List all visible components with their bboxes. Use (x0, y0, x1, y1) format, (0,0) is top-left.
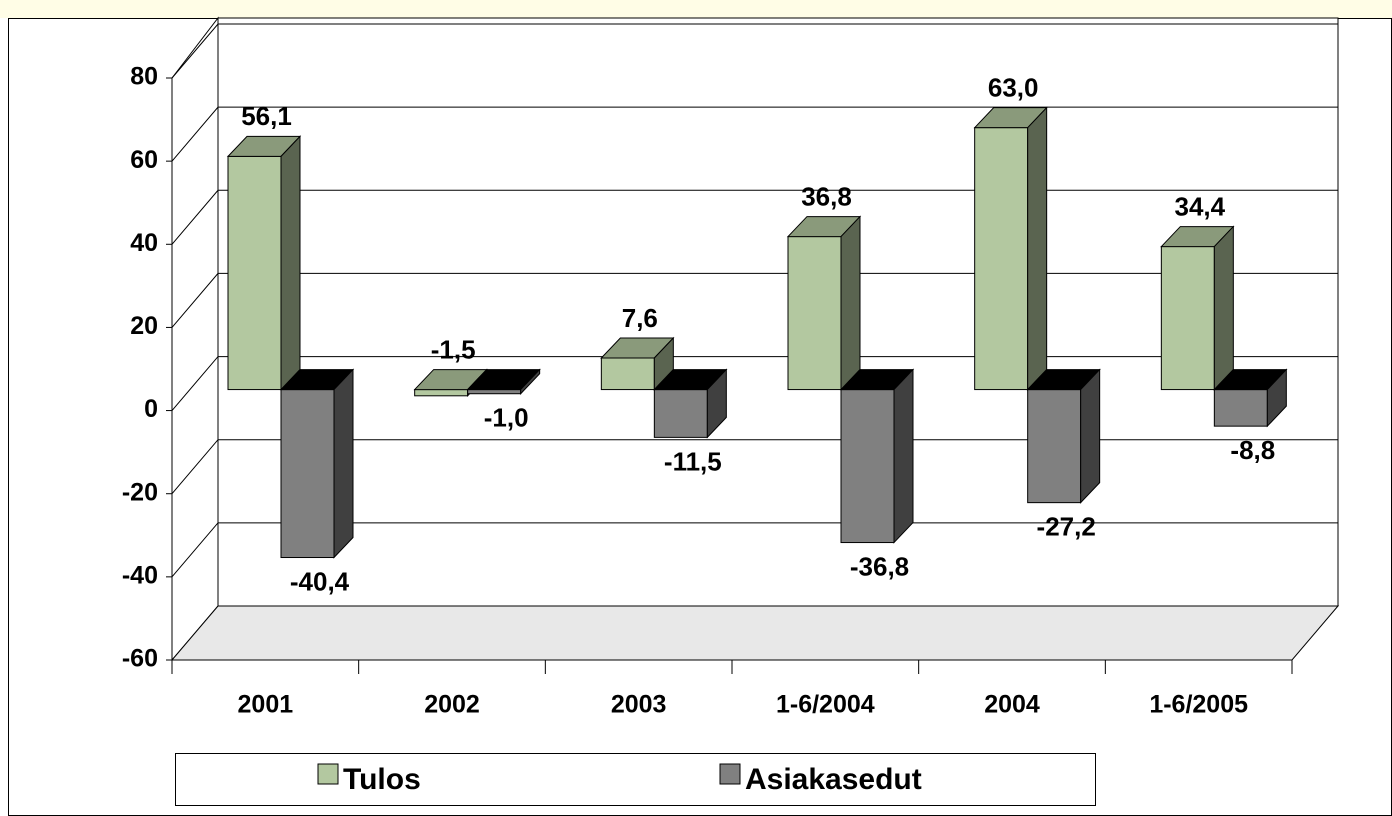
grid-line (171, 356, 1338, 411)
grid-line (171, 439, 1338, 495)
bar-side (333, 368, 354, 559)
bar-front (280, 389, 335, 559)
bar-front (1027, 389, 1082, 504)
x-tick-label: 2002 (424, 691, 480, 719)
grid-line (171, 522, 1338, 578)
bar-side (840, 215, 861, 391)
legend-swatch (719, 763, 741, 785)
data-label: -40,4 (290, 566, 350, 596)
y-tick-label: 20 (130, 312, 158, 340)
data-label: -1,0 (484, 403, 529, 433)
bar-front (1213, 389, 1268, 427)
x-tick-label: 1-6/2004 (776, 691, 875, 719)
data-label: -27,2 (1037, 512, 1096, 542)
grid-line (171, 106, 1338, 162)
bar-front (600, 357, 655, 391)
bar (973, 106, 1048, 391)
bar (1160, 225, 1235, 391)
grid-line (171, 189, 1338, 245)
data-label: 36,8 (801, 181, 852, 211)
y-tick-label: -60 (122, 645, 158, 673)
x-tick-label: 2001 (238, 691, 294, 719)
data-label: -11,5 (664, 446, 722, 476)
bar-side (1080, 368, 1101, 504)
data-label: 34,4 (1175, 191, 1226, 221)
left-wall (171, 16, 219, 662)
legend-label: Tulos (343, 763, 421, 796)
y-tick-label: 40 (130, 229, 158, 257)
bar-side (1027, 106, 1048, 391)
bar-front (227, 155, 282, 391)
bar (600, 336, 675, 391)
data-label: 63,0 (988, 73, 1039, 103)
bar (226, 135, 302, 391)
y-tick-label: -20 (122, 478, 158, 506)
bar (786, 215, 862, 391)
bar (466, 368, 541, 395)
bar-side (520, 368, 541, 395)
bar-front (974, 127, 1029, 391)
bar-side (893, 368, 914, 544)
bar (1213, 368, 1288, 428)
top-strip (0, 0, 1392, 18)
y-tick-label: 0 (144, 395, 158, 423)
legend-box (175, 753, 1096, 806)
bar-side (1266, 368, 1287, 428)
y-tick-label: 60 (130, 146, 158, 174)
bar-side (706, 368, 727, 439)
bar-front (787, 236, 842, 391)
legend-label: Asiakasedut (745, 763, 922, 796)
bar (1026, 368, 1101, 504)
y-tick-label: 80 (130, 63, 158, 91)
grid-line (171, 23, 1338, 79)
data-label: 7,6 (622, 303, 658, 333)
x-tick-label: 1-6/2005 (1149, 691, 1248, 719)
x-tick-label: 2004 (984, 691, 1040, 719)
data-label: -8,8 (1230, 435, 1275, 465)
bar-front (414, 389, 469, 397)
bar-front (653, 389, 708, 438)
bar (279, 368, 355, 559)
bar-side (280, 135, 301, 391)
floor (170, 605, 1340, 661)
bar (839, 368, 915, 544)
bar-front (467, 389, 522, 395)
bar-front (840, 389, 895, 544)
data-label: -1,5 (431, 334, 476, 364)
data-label: 56,1 (241, 101, 292, 131)
bar-side (1213, 225, 1234, 391)
y-tick-label: -40 (122, 561, 158, 589)
bar-front (1160, 246, 1215, 391)
x-tick-label: 2003 (611, 691, 667, 719)
grid-line (171, 272, 1338, 328)
legend-swatch (317, 763, 339, 785)
data-label: -36,8 (850, 551, 909, 581)
bar (653, 368, 728, 439)
